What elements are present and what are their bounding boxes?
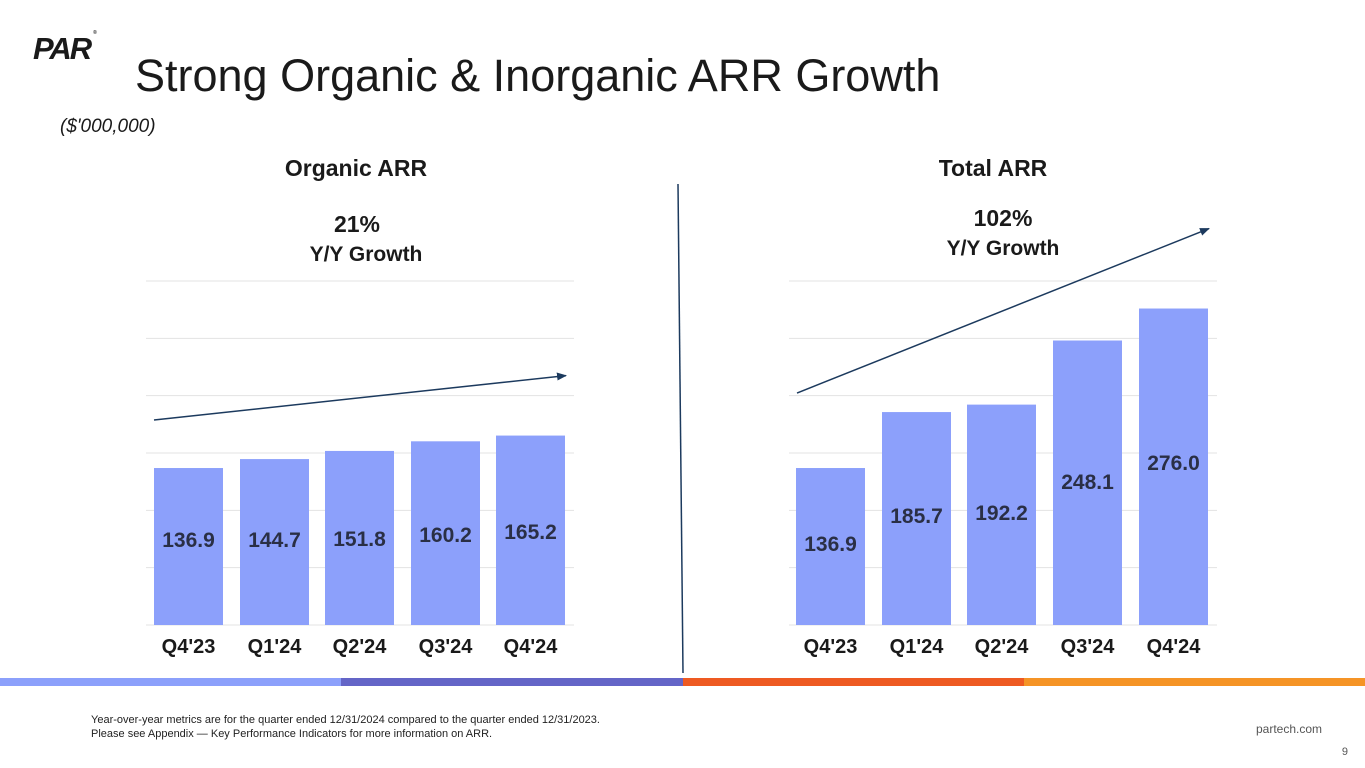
par-logo: PAR ® xyxy=(33,29,97,67)
total-category-label: Q2'24 xyxy=(975,636,1030,658)
total-bar-value-label: 185.7 xyxy=(890,505,943,528)
organic-growth-label: Y/Y Growth xyxy=(309,243,423,266)
organic-bar xyxy=(325,450,394,625)
total-bar xyxy=(882,412,951,625)
page-title: Strong Organic & Inorganic ARR Growth xyxy=(135,50,941,101)
total-bar xyxy=(967,404,1036,625)
chart-divider xyxy=(677,183,684,674)
registered-mark: ® xyxy=(93,29,96,36)
footnote-line-1: Year-over-year metrics are for the quart… xyxy=(91,714,600,726)
organic-category-label: Q2'24 xyxy=(333,636,388,658)
organic-bar xyxy=(496,435,565,625)
organic-bar-value-label: 151.8 xyxy=(333,528,386,551)
total-trend-arrow xyxy=(796,227,1210,394)
units-label: ($'000,000) xyxy=(60,116,156,137)
page-number: 9 xyxy=(1341,746,1348,758)
footnote: Year-over-year metrics are for the quart… xyxy=(91,713,600,741)
organic-bar-value-label: 165.2 xyxy=(504,521,557,544)
organic-category-label: Q4'24 xyxy=(504,636,559,658)
total-bar-value-label: 276.0 xyxy=(1147,452,1200,475)
total-chart-title: Total ARR xyxy=(938,155,1048,181)
organic-bar-value-label: 136.9 xyxy=(162,529,215,552)
footnote-line-2: Please see Appendix — Key Performance In… xyxy=(91,728,493,740)
total-bar-value-label: 192.2 xyxy=(975,502,1028,525)
total-bar xyxy=(796,468,865,625)
organic-category-label: Q4'23 xyxy=(162,636,216,658)
organic-bar-value-label: 144.7 xyxy=(248,529,301,552)
organic-bar xyxy=(411,441,480,625)
organic-bar-value-label: 160.2 xyxy=(419,524,472,547)
total-bar xyxy=(1053,340,1122,625)
total-bar-value-label: 136.9 xyxy=(804,533,857,556)
footer-stripe-3 xyxy=(683,678,1024,686)
total-category-label: Q4'24 xyxy=(1147,636,1202,658)
website-link[interactable]: partech.com xyxy=(1255,722,1322,736)
total-category-label: Q3'24 xyxy=(1061,636,1116,658)
total-category-label: Q1'24 xyxy=(890,636,945,658)
total-growth-pct: 102% xyxy=(973,205,1033,231)
total-bar xyxy=(1139,308,1208,625)
organic-chart-title: Organic ARR xyxy=(284,155,428,181)
organic-category-label: Q3'24 xyxy=(419,636,474,658)
organic-bar xyxy=(240,459,309,625)
organic-bar xyxy=(154,468,223,625)
organic-category-label: Q1'24 xyxy=(248,636,303,658)
organic-growth-pct: 21% xyxy=(333,211,381,237)
total-growth-label: Y/Y Growth xyxy=(946,237,1060,260)
organic-arr-chart: 136.9 Q4'23 144.7 Q1'24 151.8 Q2'24 160.2 Q3'24… xyxy=(146,280,574,658)
total-arr-chart: 136.9 Q4'23 185.7 Q1'24 192.2 Q2'24 248.1 Q3'24… xyxy=(789,227,1217,658)
logo-text: PAR xyxy=(33,31,92,66)
footer-stripe-1 xyxy=(0,678,341,686)
total-bar-value-label: 248.1 xyxy=(1061,471,1114,494)
footer-stripe-2 xyxy=(341,678,683,686)
footer-stripe-4 xyxy=(1024,678,1365,686)
total-category-label: Q4'23 xyxy=(804,636,858,658)
organic-trend-arrow xyxy=(153,372,567,421)
